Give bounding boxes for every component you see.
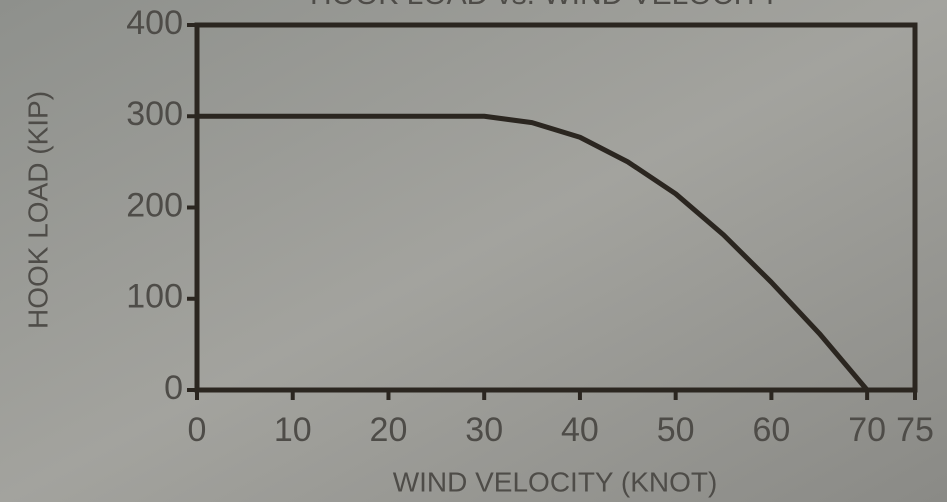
x-tick-label: 40 xyxy=(561,411,599,449)
y-axis-label: HOOK LOAD (KIP) xyxy=(22,91,53,329)
x-axis-label: WIND VELOCITY (KNOT) xyxy=(393,466,718,497)
chart: HOOK LOAD vs. WIND VELOCITY WIND VELOCIT… xyxy=(0,0,947,502)
x-tick-label: 75 xyxy=(896,411,934,449)
x-tick-label: 20 xyxy=(370,411,408,449)
chart-title: HOOK LOAD vs. WIND VELOCITY xyxy=(310,0,780,11)
x-tick-label: 30 xyxy=(465,411,503,449)
y-tick-label: 200 xyxy=(126,186,183,224)
x-tick-label: 0 xyxy=(188,411,207,449)
y-tick-label: 0 xyxy=(164,369,183,407)
x-tick-label: 60 xyxy=(752,411,790,449)
y-tick-label: 100 xyxy=(126,278,183,316)
page: HOOK LOAD vs. WIND VELOCITY WIND VELOCIT… xyxy=(0,0,947,502)
x-tick-label: 50 xyxy=(657,411,695,449)
x-tick-label: 10 xyxy=(274,411,312,449)
y-tick-label: 300 xyxy=(126,95,183,133)
y-tick-label: 400 xyxy=(126,4,183,42)
x-tick-label: 70 xyxy=(848,411,886,449)
